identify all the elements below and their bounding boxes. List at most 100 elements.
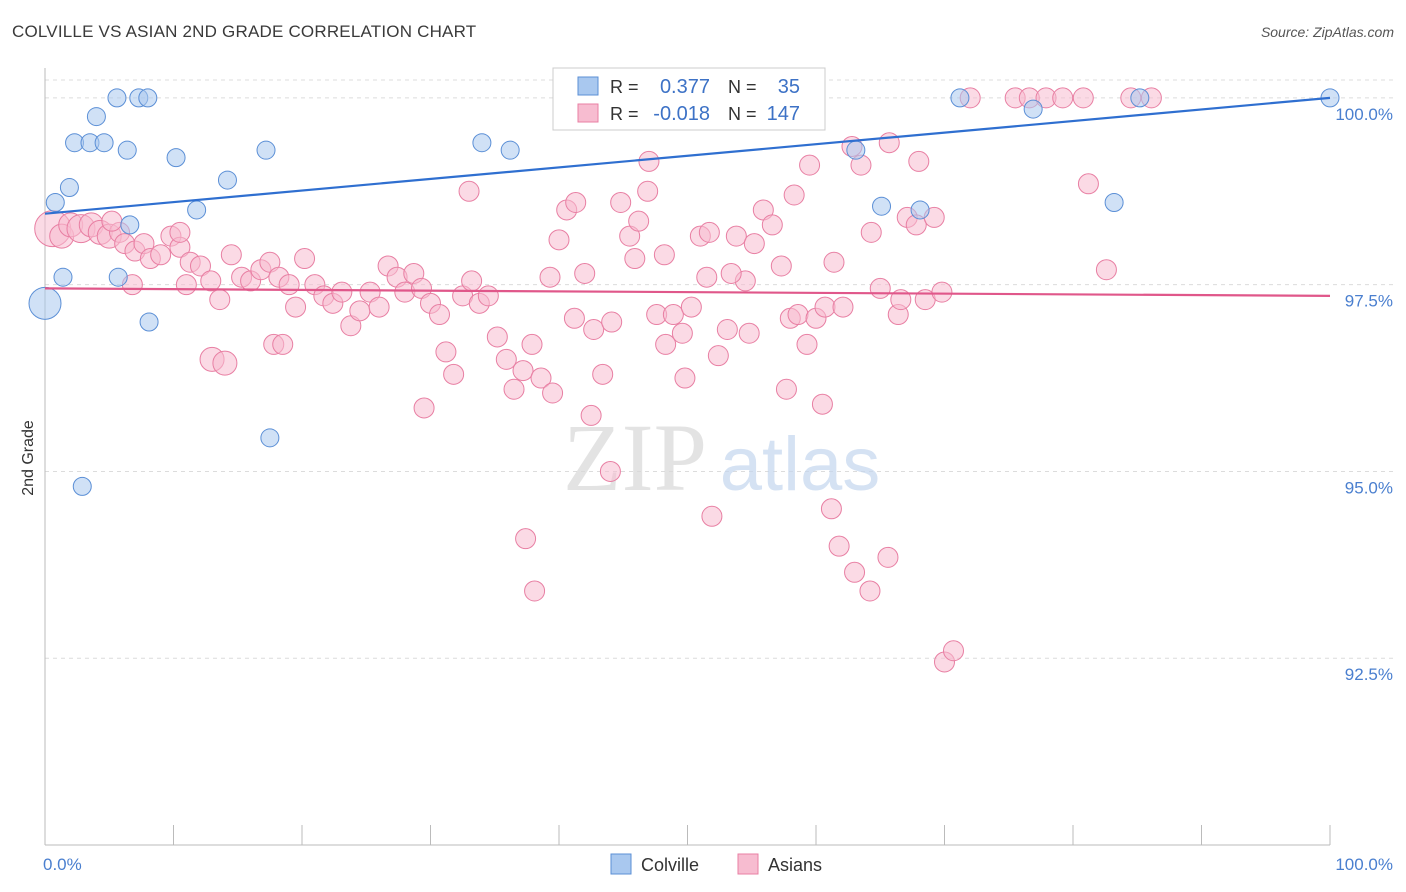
asians-point	[189, 255, 211, 277]
colville-point	[950, 88, 970, 108]
watermark: ZIP atlas	[563, 404, 880, 511]
chart-title: COLVILLE VS ASIAN 2ND GRADE CORRELATION …	[12, 22, 477, 41]
trend-lines	[44, 96, 1331, 297]
bottom-legend-label: Asians	[768, 855, 822, 875]
asians-point	[761, 214, 783, 236]
asians-point	[435, 341, 457, 363]
asians-point	[512, 360, 534, 382]
asians-point	[698, 221, 720, 243]
asians-point	[175, 274, 197, 296]
asians-point	[101, 210, 123, 232]
asians-point	[331, 281, 353, 303]
legend-swatch	[577, 103, 599, 123]
y-tick-label: 92.5%	[1345, 665, 1393, 684]
colville-point	[117, 140, 137, 160]
asians-point	[601, 311, 623, 333]
colville-point	[120, 215, 140, 235]
colville-trend-line	[44, 96, 1331, 215]
asians-point	[599, 460, 621, 482]
asians-point	[610, 191, 632, 213]
asians-point	[368, 296, 390, 318]
colville-point	[1104, 192, 1124, 212]
asians-point	[877, 546, 899, 568]
asians-point	[844, 561, 866, 583]
asians-point	[738, 322, 760, 344]
colville-point	[846, 140, 866, 160]
asians-point	[637, 180, 659, 202]
bottom-legend-label: Colville	[641, 855, 699, 875]
asians-point	[655, 333, 677, 355]
colville-point	[1023, 99, 1043, 119]
grid-lines	[45, 79, 1395, 659]
x-tick-labels: 0.0% 100.0%	[43, 855, 1393, 874]
asians-point	[580, 404, 602, 426]
colville-point	[94, 133, 114, 153]
asians-point	[624, 248, 646, 270]
y-tick-label: 97.5%	[1345, 292, 1393, 311]
legend-n-value: 35	[778, 76, 800, 98]
legend-n-label: N =	[728, 77, 757, 97]
asians-point	[823, 251, 845, 273]
asians-point	[787, 304, 809, 326]
colville-point	[217, 170, 237, 190]
legend-r-label: R =	[610, 77, 639, 97]
asians-point	[413, 397, 435, 419]
asians-point	[428, 304, 450, 326]
asians-point	[574, 262, 596, 284]
asians-point	[662, 304, 684, 326]
asians-point	[530, 367, 552, 389]
asians-point	[521, 333, 543, 355]
asians-point	[458, 180, 480, 202]
asians-point	[1095, 259, 1117, 281]
legend-n-label: N =	[728, 104, 757, 124]
bottom-legend: Colville Asians	[610, 853, 822, 875]
asians-point	[674, 367, 696, 389]
asians-point	[515, 528, 537, 550]
y-tick-labels: 100.0% 97.5% 95.0% 92.5%	[1335, 105, 1393, 684]
asians-point	[725, 225, 747, 247]
colville-point	[45, 192, 65, 212]
asians-point	[477, 285, 499, 307]
bottom-legend-swatch	[737, 853, 759, 875]
colville-point	[72, 476, 92, 496]
source-label: Source: ZipAtlas.com	[1260, 24, 1394, 40]
colville-point	[107, 88, 127, 108]
asians-point	[169, 221, 191, 243]
colville-point	[53, 267, 73, 287]
colville-point	[1130, 88, 1150, 108]
asians-point	[743, 233, 765, 255]
legend-box: R = 0.377 N = 35 R = -0.018 N = 147	[552, 67, 826, 131]
colville-point	[166, 148, 186, 168]
asians-point	[539, 266, 561, 288]
asians-point	[860, 221, 882, 243]
colville-point	[260, 428, 280, 448]
asians-point	[220, 244, 242, 266]
asians-point	[878, 132, 900, 154]
asians-point	[931, 281, 953, 303]
asians-point	[720, 262, 742, 284]
asians-point	[200, 270, 222, 292]
y-axis-label: 2nd Grade	[20, 420, 37, 496]
asians-point	[770, 255, 792, 277]
asians-point	[814, 296, 836, 318]
asians-point	[495, 348, 517, 370]
asians-point	[349, 300, 371, 322]
asians-trend-line	[44, 287, 1331, 297]
colville-point	[59, 178, 79, 198]
asians-point	[628, 210, 650, 232]
asians-point	[942, 640, 964, 662]
colville-point	[139, 312, 159, 332]
asians-point	[828, 535, 850, 557]
asians-point	[209, 289, 231, 311]
colville-point	[138, 88, 158, 108]
asians-point	[680, 296, 702, 318]
asians-point	[832, 296, 854, 318]
asians-point	[653, 244, 675, 266]
asians-point	[542, 382, 564, 404]
asians-point	[707, 345, 729, 367]
asians-point	[592, 363, 614, 385]
colville-point	[910, 200, 930, 220]
x-tick-label-max: 100.0%	[1335, 855, 1393, 874]
y-tick-label: 95.0%	[1345, 478, 1393, 497]
asians-point	[1072, 87, 1094, 109]
